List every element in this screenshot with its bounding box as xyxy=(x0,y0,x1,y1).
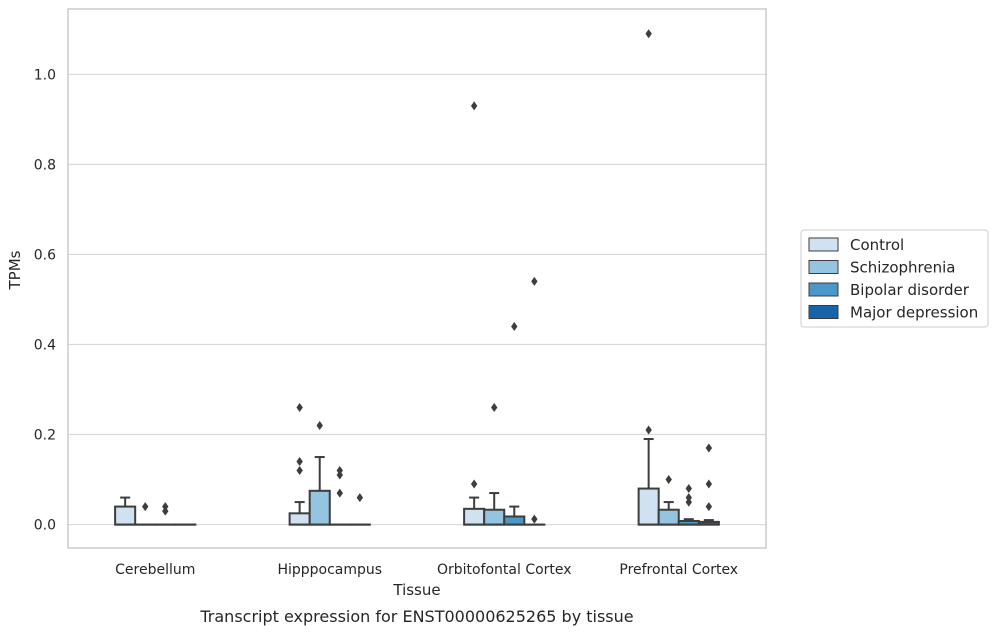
outlier-point xyxy=(645,29,652,39)
outlier-point xyxy=(531,514,538,524)
series-control xyxy=(114,29,660,526)
legend-label: Schizophrenia xyxy=(850,259,955,277)
box xyxy=(637,487,660,526)
legend-label: Control xyxy=(850,236,904,254)
outlier-point xyxy=(685,493,692,503)
y-axis-ticks: 0.0 0.2 0.4 0.6 0.8 1.0 xyxy=(34,67,56,533)
x-tick-label: Cerebellum xyxy=(115,562,195,578)
x-axis-ticks: Cerebellum Hipppocampus Orbitofontal Corte… xyxy=(115,562,738,578)
box xyxy=(483,508,506,526)
y-tick-label: 0.6 xyxy=(34,247,56,263)
outlier-point xyxy=(685,497,692,507)
legend: Control Schizophrenia Bipolar disorder Majo… xyxy=(800,229,989,328)
series-bipolar-disorder xyxy=(154,321,700,526)
y-tick-label: 0.8 xyxy=(34,157,56,173)
outlier-point xyxy=(685,484,692,494)
x-axis-title: Tissue xyxy=(392,581,440,599)
outlier-point xyxy=(705,479,713,489)
outlier-point xyxy=(316,421,323,431)
outlier-point xyxy=(162,502,169,512)
box xyxy=(657,508,680,526)
outlier-point xyxy=(665,475,672,485)
outlier-point xyxy=(336,488,343,498)
outlier-point xyxy=(705,502,713,512)
outlier-point xyxy=(645,425,652,435)
box xyxy=(463,507,486,526)
y-tick-label: 1.0 xyxy=(34,67,56,83)
legend-label: Bipolar disorder xyxy=(850,281,970,299)
box xyxy=(503,515,526,526)
outlier-point xyxy=(142,502,149,512)
outlier-point xyxy=(491,403,498,413)
outlier-point xyxy=(470,101,478,111)
legend-swatch xyxy=(808,305,839,319)
y-axis-title: TPMs xyxy=(6,250,24,290)
outlier-point xyxy=(296,466,303,476)
series-schizophrenia xyxy=(134,403,680,526)
y-tick-label: 0.0 xyxy=(34,518,56,534)
legend-frame xyxy=(800,229,989,328)
series-major-depression xyxy=(174,276,720,526)
outlier-point xyxy=(336,470,343,480)
box xyxy=(288,512,311,526)
legend-swatch xyxy=(808,237,839,252)
x-tick-label: Hipppocampus xyxy=(277,562,382,578)
legend-swatch xyxy=(808,260,839,274)
outlier-point xyxy=(705,443,713,453)
y-tick-label: 0.4 xyxy=(34,337,56,353)
outlier-point xyxy=(470,479,478,489)
x-tick-label: Orbitofontal Cortex xyxy=(437,562,572,578)
chart-title: Transcript expression for ENST0000062526… xyxy=(199,607,633,626)
outlier-point xyxy=(531,276,538,286)
outlier-point xyxy=(356,493,364,503)
grid-lines xyxy=(68,73,766,526)
outlier-point xyxy=(511,321,518,331)
y-tick-label: 0.2 xyxy=(34,428,56,444)
box xyxy=(308,489,331,526)
box xyxy=(114,505,137,526)
outlier-point xyxy=(296,457,303,467)
plot-frame xyxy=(67,8,767,549)
legend-swatch xyxy=(808,282,839,297)
legend-label: Major depression xyxy=(850,304,978,322)
outlier-point xyxy=(162,506,169,516)
x-tick-label: Prefrontal Cortex xyxy=(619,562,738,578)
outlier-point xyxy=(296,403,303,413)
outlier-point xyxy=(336,466,343,476)
box-plot-series xyxy=(114,29,720,526)
